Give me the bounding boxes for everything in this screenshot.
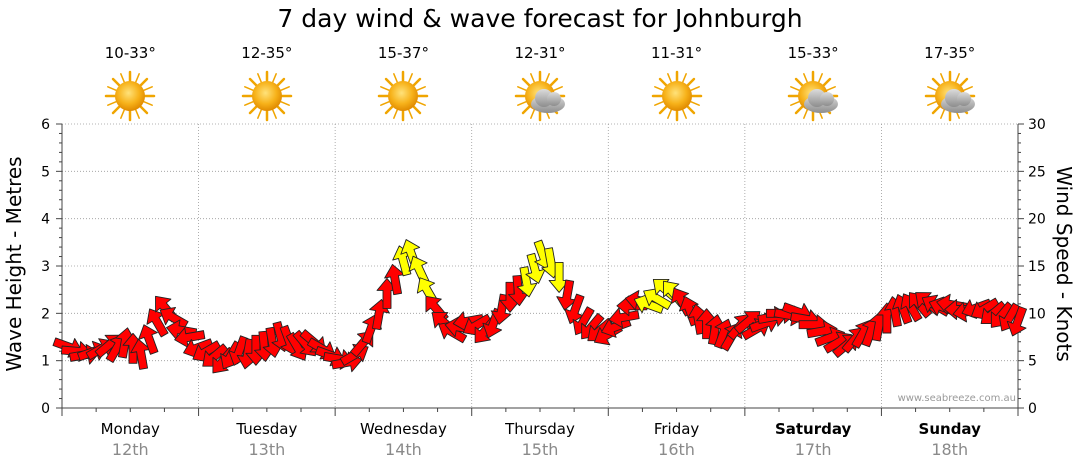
day-label-monday: Monday 12th <box>62 420 198 459</box>
sun-icon <box>105 70 156 122</box>
right-tick-label: 25 <box>1028 164 1046 180</box>
right-tick-label: 30 <box>1028 117 1046 133</box>
day-label-wednesday: Wednesday 14th <box>335 420 471 459</box>
weather-day-monday: 10-33° <box>62 44 198 124</box>
temperature-range: 12-35° <box>241 44 293 62</box>
day-date: 13th <box>248 440 286 459</box>
day-label-saturday: Saturday 17th <box>745 420 881 459</box>
day-label-thursday: Thursday 15th <box>472 420 608 459</box>
right-tick-label: 15 <box>1028 259 1046 275</box>
right-tick-label: 5 <box>1028 354 1037 370</box>
day-name: Monday <box>100 420 160 438</box>
day-name: Friday <box>653 420 700 438</box>
wind-arrows <box>52 239 1027 374</box>
axes: 0 1 2 3 4 5 6 0 5 10 15 20 25 30 <box>41 117 1046 417</box>
left-tick-label: 1 <box>41 354 50 370</box>
day-name: Tuesday <box>236 420 298 438</box>
sun-cloud-icon <box>514 70 566 122</box>
temperature-range: 10-33° <box>104 44 156 62</box>
left-tick-label: 0 <box>41 401 50 417</box>
day-date: 16th <box>658 440 695 459</box>
temperature-range: 17-35° <box>924 44 976 62</box>
right-tick-label: 10 <box>1028 306 1046 322</box>
left-tick-label: 4 <box>41 212 50 228</box>
wind-arrow <box>516 266 538 298</box>
day-date: 15th <box>521 440 559 459</box>
wind-arrow <box>608 307 640 329</box>
weather-day-tuesday: 12-35° <box>199 44 335 124</box>
right-tick-label: 20 <box>1028 212 1046 228</box>
weather-day-thursday: 12-31° <box>472 44 608 124</box>
weather-day-sunday: 17-35° <box>882 44 1018 124</box>
chart-title: 7 day wind & wave forecast for Johnburgh <box>277 4 803 33</box>
sun-cloud-icon <box>787 70 839 122</box>
temperature-range: 15-33° <box>787 44 839 62</box>
right-tick-label: 0 <box>1028 401 1037 417</box>
day-label-tuesday: Tuesday 13th <box>199 420 335 459</box>
weather-day-wednesday: 15-37° <box>335 44 471 124</box>
sun-icon <box>651 70 702 122</box>
wind-arrow <box>1006 305 1027 337</box>
day-label-sunday: Sunday 18th <box>882 420 1018 459</box>
temperature-range: 12-31° <box>514 44 566 62</box>
wind-arrow <box>138 324 159 355</box>
temperature-range: 15-37° <box>377 44 429 62</box>
left-tick-label: 3 <box>41 259 50 275</box>
day-name: Sunday <box>918 420 981 438</box>
credit-text: www.seabreeze.com.au <box>898 393 1016 404</box>
weather-day-friday: 11-31° <box>609 44 745 124</box>
day-date: 17th <box>794 440 832 459</box>
day-date: 12th <box>111 440 149 459</box>
day-date: 14th <box>385 440 422 459</box>
sun-icon <box>378 70 429 122</box>
left-tick-label: 5 <box>41 164 50 180</box>
sun-cloud-icon <box>924 70 975 122</box>
left-tick-label: 2 <box>41 306 50 322</box>
day-label-friday: Friday 16th <box>609 420 745 459</box>
day-name: Thursday <box>505 420 575 438</box>
day-date: 18th <box>931 440 969 459</box>
wind-arrow <box>159 306 189 330</box>
sun-icon <box>241 70 293 122</box>
temperature-range: 11-31° <box>651 44 703 62</box>
day-name: Saturday <box>774 420 852 438</box>
left-tick-label: 6 <box>41 117 50 133</box>
weather-day-saturday: 15-33° <box>745 44 881 124</box>
day-name: Wednesday <box>360 420 447 438</box>
